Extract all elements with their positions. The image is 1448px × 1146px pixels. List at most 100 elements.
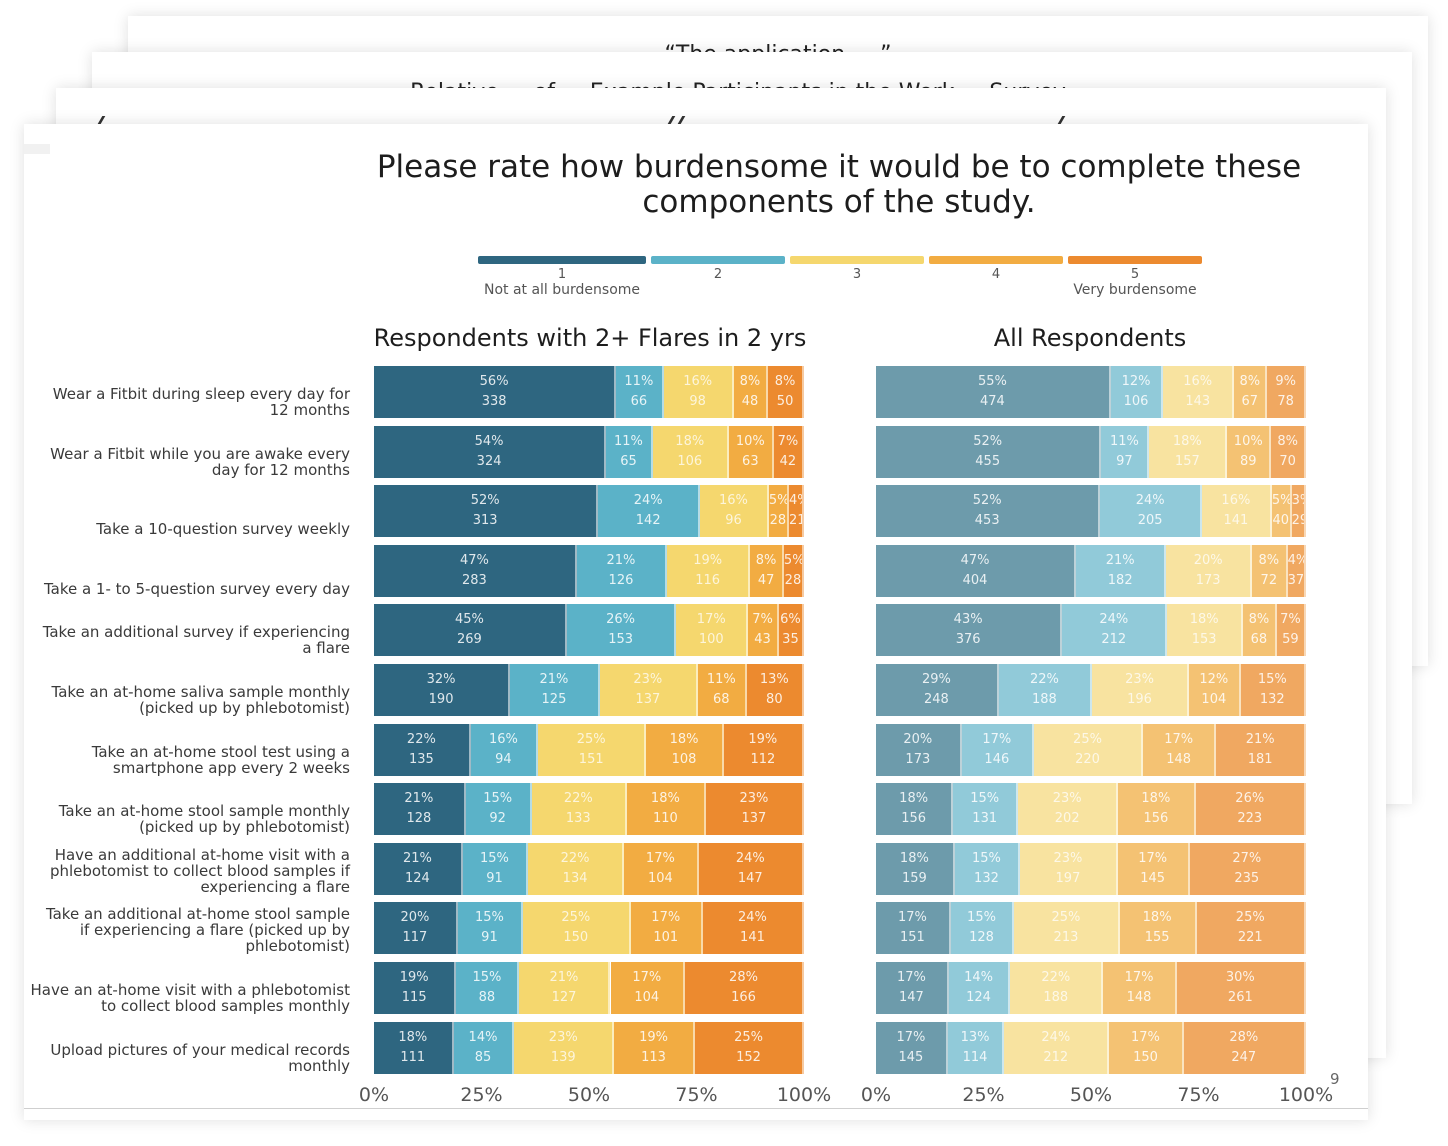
bar-segment: 18% 111 <box>374 1021 454 1074</box>
bar-segment: 5% 40 <box>1271 485 1292 538</box>
bar-segment: 11% 97 <box>1101 425 1150 478</box>
segment-percent-label: 24% <box>738 910 767 926</box>
bar-segment: 25% 151 <box>538 723 647 776</box>
bar-segment: 19% 112 <box>723 723 804 776</box>
bar-segment: 25% 221 <box>1196 902 1306 955</box>
segment-percent-label: 16% <box>683 374 713 389</box>
segment-percent-label: 8% <box>739 374 761 389</box>
segment-count-label: 78 <box>1277 394 1294 409</box>
bar-segment: 47% 404 <box>876 544 1077 597</box>
segment-percent-label: 15% <box>480 850 509 866</box>
legend-swatch <box>478 256 646 264</box>
segment-count-label: 63 <box>742 453 759 469</box>
segment-count-label: 261 <box>1227 990 1253 1005</box>
segment-count-label: 212 <box>1043 1049 1069 1065</box>
bar-segment: 21% 124 <box>374 842 463 895</box>
segment-count-label: 72 <box>1260 572 1278 588</box>
bar-segment: 19% 116 <box>667 544 751 597</box>
segment-percent-label: 18% <box>398 1029 428 1045</box>
bar-segment: 21% 182 <box>1076 544 1167 597</box>
row-label-line: Wear a Fitbit while you are awake every <box>50 444 350 463</box>
segment-count-label: 132 <box>974 870 999 886</box>
segment-percent-label: 20% <box>1193 552 1223 568</box>
bar-segment: 22% 133 <box>531 783 627 836</box>
bar-segment: 17% 148 <box>1103 962 1177 1014</box>
segment-percent-label: 20% <box>400 910 430 926</box>
bar-segment: 43% 376 <box>876 604 1063 657</box>
segment-percent-label: 52% <box>470 493 500 509</box>
segment-percent-label: 25% <box>1235 910 1265 926</box>
segment-percent-label: 22% <box>560 850 590 866</box>
segment-count-label: 146 <box>984 751 1010 767</box>
row-label-line: Take a 1- to 5-question survey every day <box>43 579 350 598</box>
segment-percent-label: 18% <box>1172 433 1202 449</box>
segment-percent-label: 21% <box>549 970 579 985</box>
segment-count-label: 104 <box>634 990 660 1005</box>
segment-percent-label: 3% <box>1291 493 1304 509</box>
segment-count-label: 124 <box>966 990 991 1005</box>
x-tick-label: 100% <box>776 1084 832 1106</box>
segment-count-label: 59 <box>1282 632 1299 648</box>
segment-percent-label: 14% <box>468 1029 498 1045</box>
bar-segment: 8% 67 <box>1234 366 1268 418</box>
bar-segment: 21% 128 <box>374 783 466 836</box>
bar-segment: 52% 455 <box>876 425 1102 478</box>
segment-count-label: 97 <box>1116 453 1133 469</box>
segment-count-label: 132 <box>1259 692 1285 707</box>
x-tick-label: 0% <box>358 1084 390 1106</box>
segment-percent-label: 25% <box>576 731 606 747</box>
segment-count-label: 113 <box>641 1049 666 1065</box>
segment-percent-label: 18% <box>669 731 699 747</box>
bar-segment: 26% 223 <box>1195 783 1306 836</box>
segment-count-label: 117 <box>402 930 428 946</box>
bar-segment: 15% 91 <box>462 842 529 895</box>
main-slide: Please rate how burdensome it would be t… <box>24 124 1368 1120</box>
segment-count-label: 455 <box>975 453 1001 469</box>
bar-segment: 18% 110 <box>626 783 706 836</box>
bar-segment: 23% 139 <box>514 1021 615 1074</box>
row-label-line: Take a 10-question survey weekly <box>96 520 350 539</box>
segment-percent-label: 55% <box>977 374 1007 389</box>
bar-segment: 24% 147 <box>698 842 804 895</box>
segment-percent-label: 8% <box>1258 552 1280 568</box>
segment-count-label: 151 <box>578 751 604 767</box>
row-label-line: phlebotomist) <box>245 937 350 956</box>
x-tick-label: 75% <box>1177 1084 1220 1106</box>
segment-count-label: 85 <box>474 1049 492 1065</box>
bar-segment: 25% 213 <box>1014 902 1120 955</box>
bar-segment: 15% 132 <box>954 842 1021 895</box>
bar-segment: 8% 50 <box>768 366 804 418</box>
bar-segment: 29% 248 <box>876 664 999 716</box>
segment-count-label: 47 <box>757 572 775 588</box>
segment-percent-label: 18% <box>650 791 680 807</box>
bar-segment: 17% 145 <box>876 1021 948 1074</box>
legend-item-1: 1 Not at all burdensome <box>478 256 646 298</box>
segment-count-label: 182 <box>1107 572 1133 588</box>
bar-segment: 22% 134 <box>528 842 625 895</box>
bar-segment: 25% 152 <box>695 1021 804 1074</box>
segment-count-label: 66 <box>630 394 648 409</box>
segment-count-label: 166 <box>731 990 756 1005</box>
segment-count-label: 108 <box>671 751 697 767</box>
legend-item-3: 3 <box>790 256 924 282</box>
row-label-line: Take an at-home stool sample monthly <box>58 802 350 821</box>
segment-percent-label: 8% <box>1239 374 1261 389</box>
bar-segment: 28% 247 <box>1183 1021 1306 1074</box>
bar-segment: 27% 235 <box>1189 842 1306 895</box>
bar-segment: 15% 88 <box>456 962 520 1014</box>
segment-percent-label: 29% <box>921 672 951 687</box>
segment-count-label: 104 <box>647 870 673 886</box>
segment-percent-label: 7% <box>752 612 773 628</box>
bar-segment: 23% 197 <box>1020 842 1118 895</box>
segment-count-label: 212 <box>1101 632 1127 648</box>
legend-swatch <box>651 256 785 264</box>
segment-percent-label: 6% <box>780 612 801 628</box>
segment-count-label: 40 <box>1272 513 1289 529</box>
segment-percent-label: 15% <box>483 791 513 807</box>
segment-count-label: 205 <box>1137 513 1163 529</box>
bar-segment: 19% 113 <box>614 1021 696 1074</box>
segment-percent-label: 7% <box>1280 612 1301 628</box>
segment-count-label: 29 <box>1291 513 1304 529</box>
segment-percent-label: 19% <box>639 1029 669 1045</box>
segment-percent-label: 18% <box>899 850 929 866</box>
